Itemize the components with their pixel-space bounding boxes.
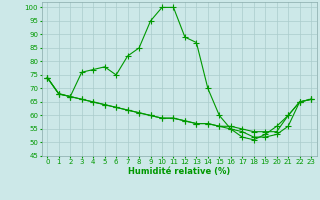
X-axis label: Humidité relative (%): Humidité relative (%)	[128, 167, 230, 176]
